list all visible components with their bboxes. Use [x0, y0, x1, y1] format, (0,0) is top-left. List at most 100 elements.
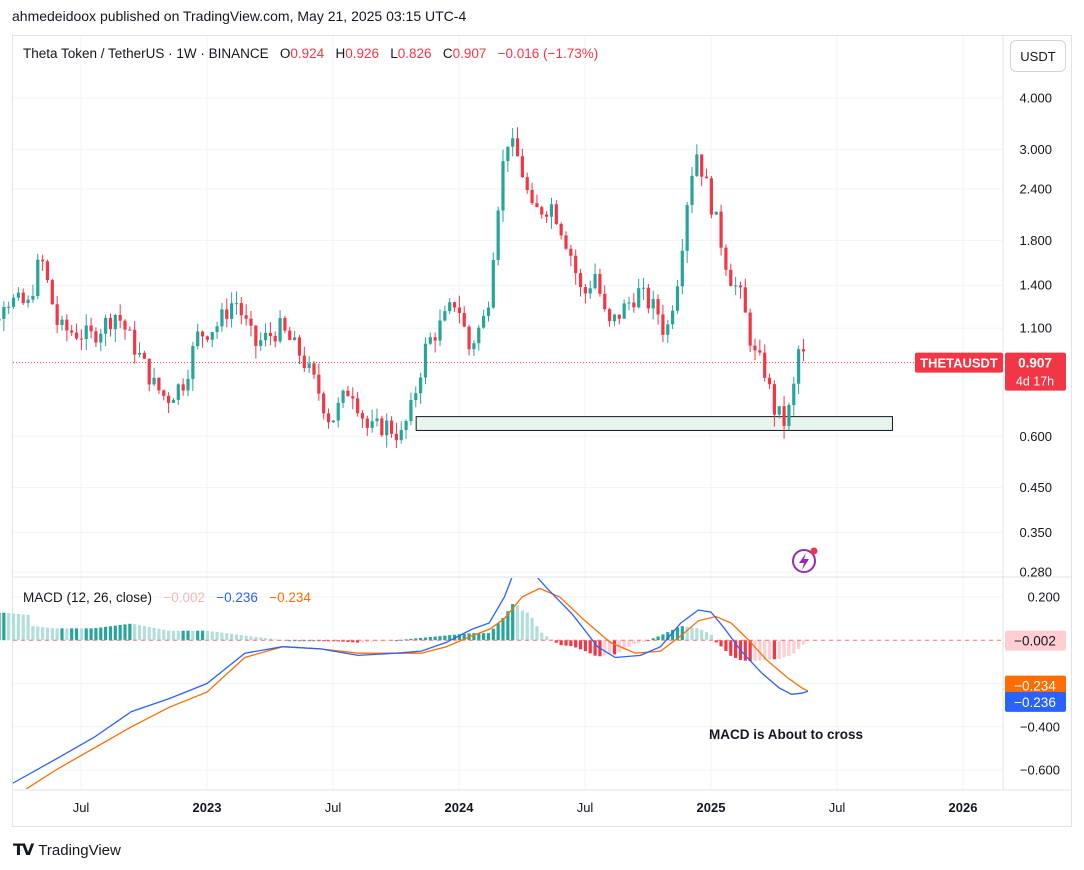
candle-body: [690, 175, 694, 206]
macd-histogram-bar: [113, 625, 117, 641]
macd-histogram-bar: [200, 630, 205, 641]
candle-body: [370, 421, 374, 428]
currency-unit-button[interactable]: USDT: [1010, 40, 1066, 72]
macd-histogram-bar: [554, 640, 558, 643]
price-tick-label: 1.800: [1019, 233, 1052, 248]
macd-histogram-bar: [356, 640, 360, 643]
macd-histogram-bar: [734, 640, 738, 659]
macd-histogram-bar: [167, 630, 171, 641]
alert-icon[interactable]: [792, 547, 818, 573]
candle-body: [608, 309, 612, 322]
high-label: H: [335, 46, 346, 61]
candle-body: [346, 390, 350, 397]
candle-body: [142, 352, 146, 359]
candle-body: [792, 383, 796, 406]
macd-histogram-bar: [457, 634, 461, 641]
candle-body: [191, 346, 195, 379]
macd-histogram-bar: [89, 628, 93, 641]
candle-body: [680, 250, 684, 287]
price-tag-bg: [1005, 352, 1066, 391]
price-tick-label: 1.400: [1019, 278, 1052, 293]
candle-body: [593, 273, 597, 289]
macd-histogram-bar: [482, 633, 486, 641]
candle-body: [758, 350, 762, 353]
symbol-name: Theta Token / TetherUS · 1W · BINANCE: [23, 46, 269, 61]
macd-histogram-bar: [16, 614, 20, 641]
time-tick-label: 2023: [193, 800, 222, 815]
candle-body: [55, 304, 59, 325]
candle-body: [147, 358, 151, 385]
macd-histogram-bar: [41, 627, 45, 641]
macd-histogram-bar: [767, 640, 772, 660]
candle-body: [695, 154, 699, 176]
macd-histogram-bar: [671, 629, 675, 641]
macd-legend[interactable]: MACD (12, 26, close) −0.002 −0.236 −0.23…: [23, 590, 311, 605]
candle-body: [36, 259, 40, 296]
symbol-legend[interactable]: Theta Token / TetherUS · 1W · BINANCE O0…: [23, 46, 598, 61]
macd-histogram-bar: [680, 626, 684, 641]
price-tick-label: 0.450: [1019, 480, 1052, 495]
chart-frame: [12, 35, 1072, 827]
candle-body: [569, 248, 573, 256]
macd-histogram-bar: [152, 627, 156, 641]
candle-body: [283, 318, 287, 331]
macd-hist-tag-bg: [1005, 630, 1066, 651]
candle-body: [520, 156, 524, 178]
candle-body: [438, 320, 442, 341]
candle-body: [782, 406, 786, 426]
candle-body: [574, 255, 578, 274]
macd-histogram-bar: [375, 640, 379, 642]
candle-body: [239, 303, 243, 316]
macd-signal-tag-text: −0.234: [1014, 679, 1056, 694]
candle-body: [452, 302, 457, 308]
candle-body: [617, 314, 621, 319]
candle-body: [70, 330, 74, 333]
candle-body: [26, 299, 30, 304]
candle-body: [113, 314, 117, 330]
macd-histogram-bar: [176, 630, 180, 641]
macd-histogram-bar: [191, 630, 195, 641]
macd-histogram-bar: [74, 628, 79, 641]
macd-line-tag-bg: [1005, 691, 1066, 712]
macd-histogram-bar: [414, 638, 418, 641]
candle-body: [220, 309, 224, 327]
tradingview-logo-icon: 𝗧𝗩: [13, 842, 34, 859]
candle-body: [583, 287, 587, 294]
candle-body: [646, 287, 650, 309]
candle-body: [530, 190, 534, 204]
candle-body: [709, 178, 713, 215]
candle-body: [675, 286, 680, 311]
candle-body: [767, 377, 772, 385]
support-zone: [415, 416, 893, 431]
time-axis: Jul 2023 Jul 2024 Jul 2025 Jul 2026: [73, 800, 978, 815]
macd-histogram-bar: [787, 640, 791, 656]
candle-body: [230, 303, 234, 319]
macd-histogram-bar: [627, 640, 631, 647]
candle-body: [360, 413, 365, 419]
macd-histogram-bar: [777, 640, 781, 660]
time-tick-label: Jul: [73, 800, 90, 815]
candle-body: [685, 205, 689, 251]
candle-body: [772, 384, 776, 415]
candle-body: [268, 332, 272, 337]
macd-histogram-bar: [65, 628, 69, 641]
candle-body: [152, 377, 156, 385]
candle-body: [787, 405, 791, 426]
macd-histogram-bar: [729, 640, 733, 656]
candle-body: [176, 384, 180, 400]
candle-body: [404, 420, 408, 430]
candle-body: [651, 299, 655, 309]
macd-histogram-bar: [385, 640, 389, 642]
candle-body: [588, 288, 592, 294]
macd-histogram: [0, 604, 1003, 662]
macd-histogram-bar: [205, 630, 209, 641]
candle-body: [351, 396, 355, 399]
macd-histogram-bar: [603, 640, 607, 655]
tradingview-logo-text: TradingView: [38, 841, 121, 859]
candle-body: [157, 377, 161, 391]
macd-histogram-bar: [118, 625, 122, 641]
macd-histogram-bar: [341, 640, 345, 642]
macd-histogram-bar: [772, 640, 776, 660]
tradingview-logo[interactable]: 𝗧𝗩 TradingView: [13, 840, 121, 860]
